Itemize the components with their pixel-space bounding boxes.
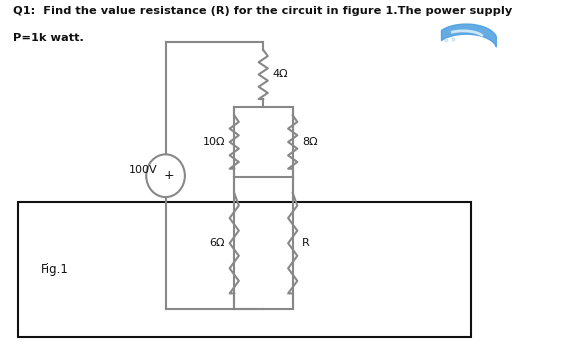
Text: 4Ω: 4Ω xyxy=(272,70,288,80)
Text: 100V: 100V xyxy=(129,165,158,175)
Text: P=1k watt.: P=1k watt. xyxy=(13,33,84,43)
FancyBboxPatch shape xyxy=(18,202,471,337)
Text: 6Ω: 6Ω xyxy=(210,238,225,248)
Text: 10Ω: 10Ω xyxy=(203,137,225,147)
Text: Q1:  Find the value resistance (R) for the circuit in figure 1.The power supply: Q1: Find the value resistance (R) for th… xyxy=(13,6,512,16)
Text: +: + xyxy=(163,169,174,182)
Text: 8Ω: 8Ω xyxy=(302,137,317,147)
Text: Fig.1: Fig.1 xyxy=(41,263,69,276)
Text: R: R xyxy=(302,238,310,248)
